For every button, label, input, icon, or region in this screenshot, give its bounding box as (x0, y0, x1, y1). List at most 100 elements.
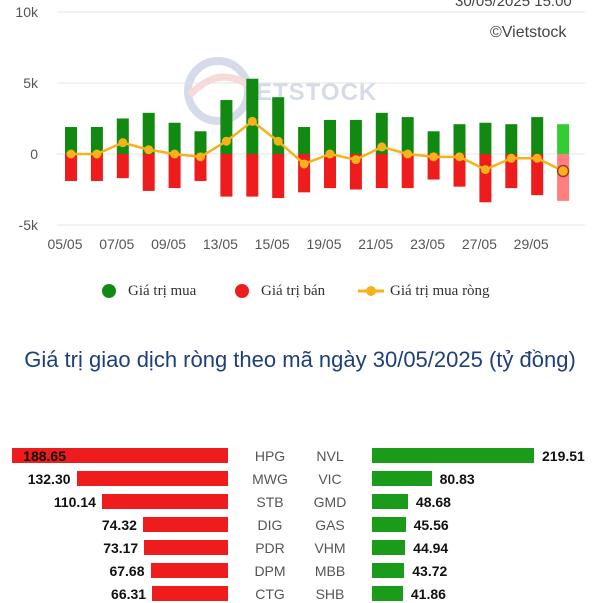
sell-bar (505, 154, 518, 189)
x-tick-label: 23/05 (410, 236, 445, 252)
net-sell-ticker: DIG (257, 517, 283, 533)
net-sell-value: 74.32 (101, 517, 137, 533)
net-point (170, 149, 180, 159)
timestamp: 30/05/2025 15:00 (455, 0, 572, 10)
net-buy-bar (372, 471, 432, 486)
net-point (556, 164, 570, 178)
net-point (506, 153, 516, 163)
buy-bar (90, 127, 103, 154)
y-axis-ticks: 10k 5k 0 -5k (15, 4, 39, 233)
buy-bar (531, 117, 544, 154)
net-sell-value: 110.14 (53, 494, 96, 510)
legend-line-icon (358, 286, 384, 296)
net-sell-ticker: MWG (252, 471, 288, 487)
net-point (196, 152, 205, 162)
y-tick-label: 0 (30, 146, 38, 162)
sell-bar (427, 154, 440, 180)
daily-trade-chart: 10k 5k 0 -5k 05/05 07/05 09/05 13/05 15/05 19/05… (15, 4, 585, 252)
buy-bar (168, 122, 181, 154)
net-trade-row: 132.30 MWG VIC 80.83 (0, 470, 600, 488)
net-sell-value: 67.68 (109, 563, 145, 579)
net-point (351, 155, 361, 165)
sell-bar (479, 154, 492, 203)
net-buy-bar (372, 586, 403, 601)
net-sell-ticker: DPM (254, 563, 286, 579)
legend-dot-buy (102, 284, 116, 298)
net-buy-value: 43.72 (412, 563, 448, 579)
net-point (480, 165, 490, 175)
buy-bar (349, 119, 362, 154)
sell-bar (220, 154, 233, 197)
net-buy-bar (372, 517, 406, 532)
y-tick-label: 5k (23, 75, 39, 91)
net-line (66, 116, 570, 178)
buy-bar (427, 131, 440, 154)
sell-bar (453, 154, 466, 187)
buy-bar (142, 112, 155, 154)
legend-label-sell: Giá trị bán (261, 282, 326, 299)
net-buy-value: 41.86 (410, 586, 446, 602)
sell-bar (65, 154, 77, 181)
net-sell-ticker: CTG (255, 586, 285, 602)
legend-item-net[interactable]: Giá trị mua ròng (358, 280, 490, 302)
net-buy-ticker: MBB (314, 563, 346, 579)
x-tick-label: 21/05 (358, 236, 393, 252)
buy-bar (324, 119, 336, 154)
legend-label-net: Giá trị mua ròng (390, 282, 490, 299)
buy-bar (298, 127, 311, 154)
net-buy-value: 45.56 (413, 517, 449, 533)
net-sell-ticker: PDR (255, 540, 285, 556)
buy-bar (116, 118, 129, 154)
buy-bar (246, 78, 259, 154)
net-buy-ticker: VHM (314, 540, 346, 556)
copyright-label: ©Vietstock (490, 24, 567, 41)
grid-lines (57, 11, 585, 226)
net-point (144, 145, 154, 155)
buy-bar (453, 124, 466, 154)
net-buy-ticker: SHB (315, 586, 345, 602)
x-tick-label: 27/05 (462, 236, 497, 252)
net-point (273, 136, 283, 146)
net-point (299, 159, 309, 169)
net-sell-bar (144, 540, 228, 555)
x-tick-label: 29/05 (514, 236, 549, 252)
net-buy-value: 44.94 (413, 540, 449, 556)
x-tick-label: 05/05 (47, 236, 82, 252)
net-point (221, 136, 231, 146)
buy-bar (194, 131, 207, 154)
net-buy-ticker: GAS (315, 517, 345, 533)
legend-item-sell[interactable]: Giá trị bán (235, 280, 325, 302)
net-buy-ticker: NVL (316, 448, 344, 464)
sell-bar (375, 154, 388, 189)
sell-bar (272, 154, 285, 199)
net-sell-value: 188.65 (23, 448, 66, 464)
buy-bar (505, 124, 518, 154)
net-point (455, 152, 464, 162)
sell-bar (557, 154, 570, 201)
net-trade-row: 110.14 STB GMD 48.68 (0, 493, 600, 511)
sell-bar (531, 154, 544, 196)
net-buy-value: 219.51 (542, 448, 585, 464)
legend-item-buy[interactable]: Giá trị mua (102, 280, 196, 302)
legend-dot-sell (235, 284, 249, 298)
net-sell-value: 132.30 (27, 471, 71, 487)
net-buy-bar (372, 563, 405, 578)
net-point (247, 116, 257, 126)
net-sell-bar (101, 494, 228, 509)
net-point (377, 142, 387, 152)
legend-label-buy: Giá trị mua (128, 282, 197, 299)
chart-legend: Giá trị mua Giá trị bán Giá trị mua ròng (0, 280, 600, 302)
net-trade-row: 66.31 CTG SHB 41.86 (0, 585, 600, 603)
buy-bar (401, 117, 414, 154)
net-sell-ticker: STB (256, 494, 284, 510)
x-tick-label: 07/05 (99, 236, 134, 252)
buy-bar (220, 100, 233, 154)
net-trade-row: 188.65 HPG NVL 219.51 (0, 447, 600, 465)
sell-bar (324, 154, 336, 189)
buy-bar (479, 122, 492, 154)
net-point (429, 152, 439, 162)
net-point (118, 138, 128, 148)
net-trade-row: 73.17 PDR VHM 44.94 (0, 539, 600, 557)
net-buy-ticker: VIC (318, 471, 342, 487)
net-buy-value: 80.83 (439, 471, 475, 487)
